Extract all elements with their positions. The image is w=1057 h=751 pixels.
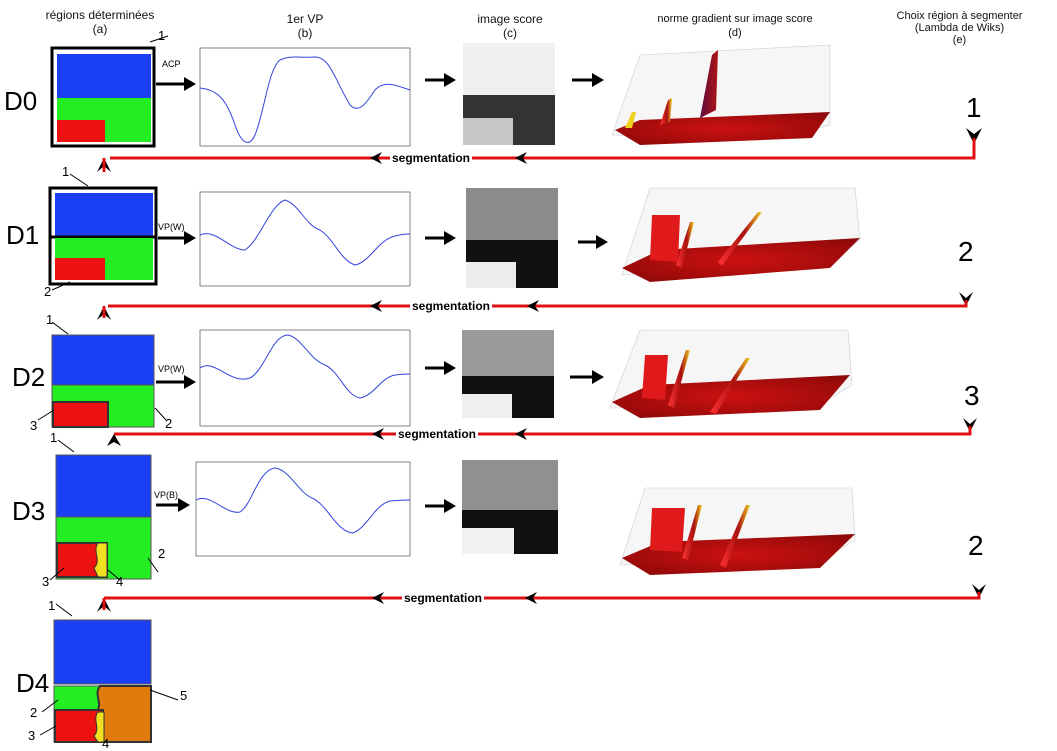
region-label-d3-4: 4	[116, 574, 124, 589]
stage-label-d4: D4	[16, 668, 50, 698]
header-c-title: image score	[477, 12, 543, 26]
region-image-d4	[39, 603, 179, 743]
segmentation-label-d3: segmentation	[402, 591, 485, 605]
header-e-title: Choix région à segmenter	[896, 10, 1023, 22]
region-label-d3-2: 2	[158, 546, 166, 561]
stage-label-d3: D3	[12, 496, 46, 526]
score-image-d0	[463, 43, 555, 145]
region-label-d4-2: 2	[30, 705, 38, 720]
region-label-d2-1: 1	[46, 312, 54, 327]
region-label-d4-4: 4	[102, 736, 110, 751]
region-label-d4-5: 5	[180, 688, 188, 703]
header-e: Choix région à segmenter (Lambda de Wiks…	[862, 10, 1057, 46]
region-label-d1-2: 2	[44, 284, 52, 299]
header-e-sub: (Lambda de Wiks)	[914, 22, 1005, 34]
stage-label-d0: D0	[4, 86, 38, 116]
segmentation-label-d1: segmentation	[410, 299, 493, 313]
choice-number-d1: 2	[958, 236, 974, 267]
method-label-d0: ACP	[162, 59, 181, 69]
region-label-d4-3: 3	[28, 728, 36, 743]
header-c: image score (c)	[455, 12, 565, 40]
gradient-surface-d1	[621, 187, 861, 282]
header-b: 1er VP (b)	[265, 12, 345, 40]
vp-plot-d2	[199, 329, 411, 427]
score-image-d2	[462, 330, 554, 418]
region-image-d1	[48, 173, 158, 291]
row-d4	[39, 603, 179, 743]
method-label-d3: VP(B)	[154, 490, 179, 500]
row-d3	[49, 439, 856, 581]
score-image-d1	[466, 188, 558, 288]
method-label-d2: VP(W)	[158, 364, 185, 374]
segmentation-label-d0: segmentation	[390, 151, 473, 165]
vp-plot-d1	[199, 191, 411, 287]
header-d: norme gradient sur image score (d)	[620, 12, 850, 40]
gradient-surface-d3	[619, 487, 856, 575]
score-image-d3	[462, 460, 558, 554]
region-label-d1-1: 1	[62, 164, 70, 179]
region-label-d0-1: 1	[158, 28, 166, 43]
region-label-d3-1: 1	[50, 430, 58, 445]
header-a: régions déterminées (a)	[30, 8, 170, 36]
vp-plot-d3	[195, 461, 411, 557]
region-label-d4-1: 1	[48, 598, 56, 613]
header-d-title: norme gradient sur image score	[657, 13, 813, 25]
vp-plot-d0	[199, 47, 411, 147]
stage-label-d2: D2	[12, 362, 46, 392]
region-label-d2-3: 3	[30, 418, 38, 433]
stage-label-d1: D1	[6, 220, 40, 250]
header-c-letter: (c)	[503, 26, 517, 40]
region-label-d2-2: 2	[165, 416, 173, 431]
row-d0	[50, 35, 831, 148]
gradient-surface-d2	[609, 329, 853, 418]
region-image-d2	[37, 321, 167, 428]
header-b-title: 1er VP	[286, 12, 324, 26]
choice-number-d3: 2	[968, 530, 984, 561]
region-image-d0	[50, 35, 169, 148]
header-a-title: régions déterminées	[45, 8, 155, 22]
header-a-letter: (a)	[92, 22, 108, 36]
header-d-letter: (d)	[728, 27, 742, 39]
region-label-d3-3: 3	[42, 574, 50, 589]
method-label-d1: VP(W)	[158, 222, 185, 232]
segmentation-label-d2: segmentation	[396, 427, 479, 441]
gradient-surface-d0	[611, 44, 831, 145]
choice-number-d0: 1	[966, 92, 982, 123]
header-b-letter: (b)	[297, 26, 313, 40]
row-d2	[37, 321, 853, 428]
row-d1	[48, 173, 861, 291]
region-image-d3	[49, 439, 159, 581]
choice-number-d2: 3	[964, 380, 980, 411]
header-e-letter: (e)	[952, 34, 967, 46]
